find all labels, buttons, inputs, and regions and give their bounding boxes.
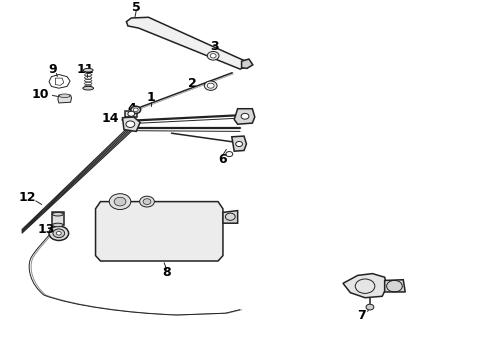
Circle shape [126, 121, 135, 127]
Circle shape [128, 111, 135, 116]
Circle shape [143, 199, 151, 204]
Ellipse shape [83, 86, 94, 90]
Polygon shape [223, 211, 238, 223]
Polygon shape [126, 17, 247, 69]
Circle shape [140, 196, 154, 207]
Circle shape [131, 106, 141, 113]
Ellipse shape [52, 223, 63, 227]
Text: 11: 11 [77, 63, 95, 76]
Text: 14: 14 [101, 112, 119, 125]
Ellipse shape [59, 94, 70, 98]
Circle shape [133, 108, 138, 112]
Circle shape [114, 197, 126, 206]
Polygon shape [52, 212, 64, 225]
Polygon shape [122, 117, 140, 131]
Ellipse shape [52, 212, 63, 216]
Circle shape [53, 229, 65, 238]
Circle shape [109, 194, 131, 210]
Polygon shape [343, 274, 387, 298]
Text: 3: 3 [210, 40, 219, 53]
Text: 8: 8 [162, 266, 171, 279]
Ellipse shape [127, 124, 135, 126]
Circle shape [236, 141, 243, 147]
Polygon shape [58, 95, 72, 103]
Polygon shape [96, 202, 223, 261]
Circle shape [210, 54, 216, 58]
Text: 2: 2 [188, 77, 197, 90]
Circle shape [204, 81, 217, 90]
Text: 7: 7 [357, 309, 366, 322]
Circle shape [366, 304, 374, 310]
Polygon shape [385, 280, 405, 292]
Polygon shape [234, 109, 255, 124]
Text: 1: 1 [147, 91, 155, 104]
Text: 12: 12 [18, 191, 36, 204]
Circle shape [56, 231, 61, 235]
Ellipse shape [83, 68, 93, 72]
Polygon shape [242, 59, 253, 68]
Text: 9: 9 [49, 63, 57, 76]
Text: 13: 13 [37, 223, 55, 236]
Text: 10: 10 [31, 88, 49, 101]
Text: 6: 6 [219, 153, 227, 166]
Polygon shape [125, 111, 137, 117]
Circle shape [49, 226, 69, 240]
Circle shape [207, 51, 219, 60]
Circle shape [207, 83, 214, 88]
Polygon shape [232, 136, 246, 151]
Text: 4: 4 [128, 102, 137, 115]
Circle shape [241, 113, 249, 119]
Text: 5: 5 [132, 1, 141, 14]
